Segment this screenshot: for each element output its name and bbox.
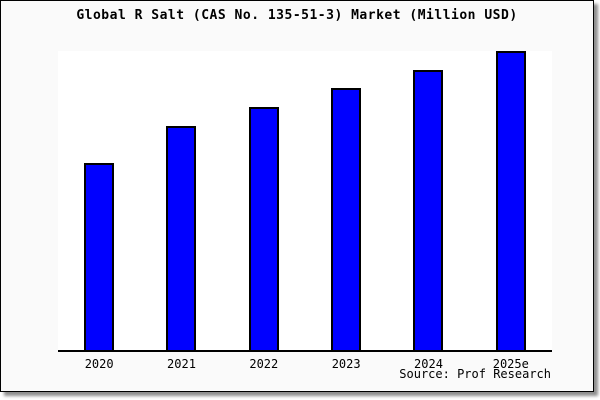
plot-area xyxy=(58,51,552,352)
bar-2023 xyxy=(331,88,362,350)
bar-slot-2021 xyxy=(140,51,222,350)
x-axis-tick-labels: 2020 2021 2022 2023 2024 2025e xyxy=(58,357,552,371)
bar-slot-2020 xyxy=(58,51,140,350)
chart-title: Global R Salt (CAS No. 135-51-3) Market … xyxy=(76,8,518,23)
x-tick-label-2020: 2020 xyxy=(84,357,114,371)
bar-2025e xyxy=(495,51,526,350)
bar-slot-2022 xyxy=(223,51,305,350)
bar-2021 xyxy=(166,126,197,350)
bar-slot-2024 xyxy=(387,51,469,350)
x-tick-label-2022: 2022 xyxy=(249,357,279,371)
x-tick-label-2024: 2024 xyxy=(414,357,443,371)
x-tick-label-2021: 2021 xyxy=(167,357,196,371)
bar-2024 xyxy=(413,70,444,350)
bar-slot-2025e xyxy=(470,51,552,350)
bar-2020 xyxy=(84,163,115,350)
chart-frame: Global R Salt (CAS No. 135-51-3) Market … xyxy=(0,0,594,392)
x-tick-label-2023: 2023 xyxy=(331,357,361,371)
x-tick-label-2025e: 2025e xyxy=(492,357,529,371)
bar-slot-2023 xyxy=(305,51,387,350)
source-credit: Source: Prof Research xyxy=(399,367,551,381)
bar-2022 xyxy=(248,106,279,350)
